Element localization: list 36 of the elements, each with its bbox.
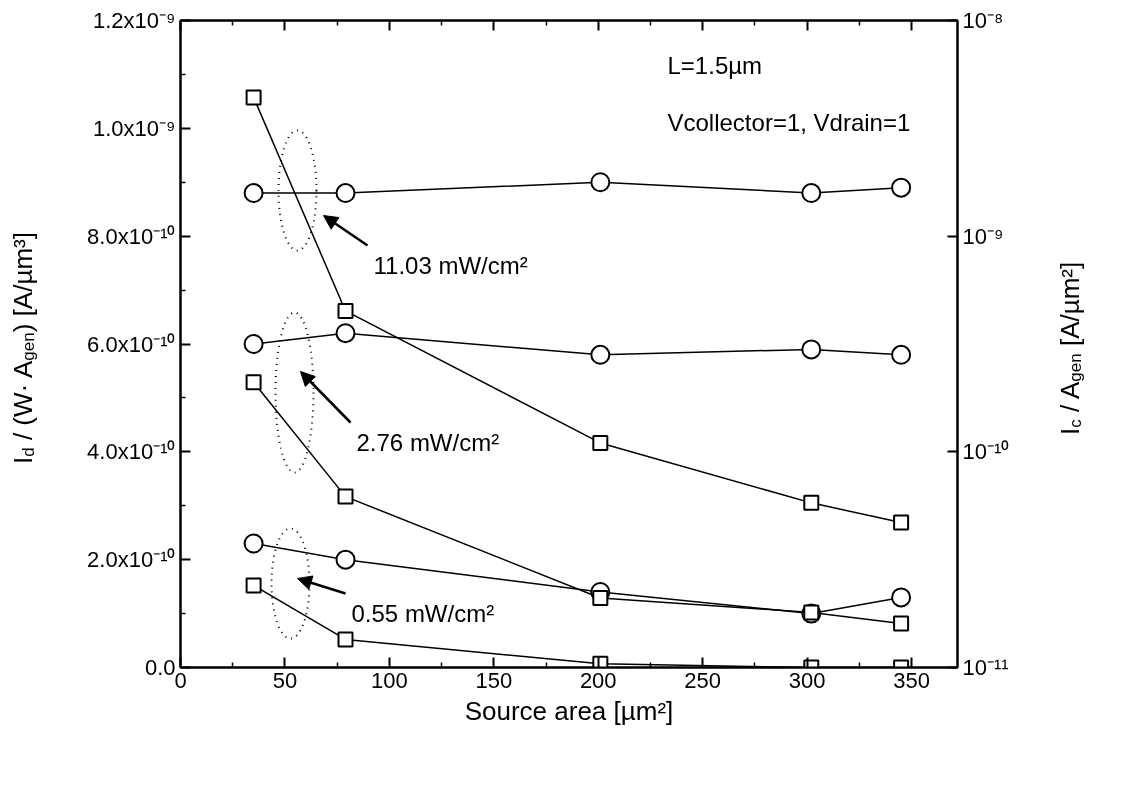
x-tick-label: 250 — [684, 667, 722, 693]
y2-tick-label: 10⁻¹¹ — [962, 655, 1009, 680]
point — [337, 488, 354, 505]
y-tick-label: 6.0x10⁻¹⁰ — [87, 331, 176, 357]
x-tick-label: 150 — [475, 667, 513, 693]
point — [592, 590, 609, 607]
y-tick-label: 2.0x10⁻¹⁰ — [87, 547, 176, 573]
y-tick-label: 1.0x10⁻⁹ — [93, 115, 176, 141]
annotation: L=1.5µm — [667, 52, 763, 79]
point — [592, 434, 609, 451]
point — [245, 577, 262, 594]
annotation: Vcollector=1, Vdrain=1 — [667, 109, 911, 136]
x-tick-label: 100 — [371, 667, 408, 693]
x-tick-label: 0 — [174, 667, 187, 693]
point — [337, 631, 354, 648]
annotation: 0.55 mW/cm² — [351, 600, 495, 627]
y-tick-label: 4.0x10⁻¹⁰ — [87, 439, 176, 465]
point — [337, 302, 354, 319]
point — [893, 615, 910, 632]
y-tick-label: 1.2x10⁻⁹ — [93, 8, 176, 33]
x-tick-label: 300 — [788, 667, 826, 693]
point — [245, 374, 262, 391]
y2-tick-label: 10⁻¹⁰ — [962, 439, 1010, 465]
x-axis-title: Source area [µm²] — [464, 695, 674, 726]
point — [803, 494, 820, 511]
x-tick-label: 200 — [579, 667, 617, 693]
y-tick-label: 0.0 — [144, 655, 176, 680]
y2-tick-label: 10⁻⁹ — [962, 223, 1004, 249]
annotation: 2.76 mW/cm² — [356, 429, 500, 456]
point — [245, 89, 262, 106]
annotation: 11.03 mW/cm² — [373, 252, 528, 279]
x-tick-label: 50 — [272, 667, 298, 693]
y-tick-label: 8.0x10⁻¹⁰ — [87, 223, 176, 249]
x-tick-label: 350 — [893, 667, 930, 693]
y2-tick-label: 10⁻⁸ — [962, 8, 1004, 33]
point — [893, 514, 910, 531]
